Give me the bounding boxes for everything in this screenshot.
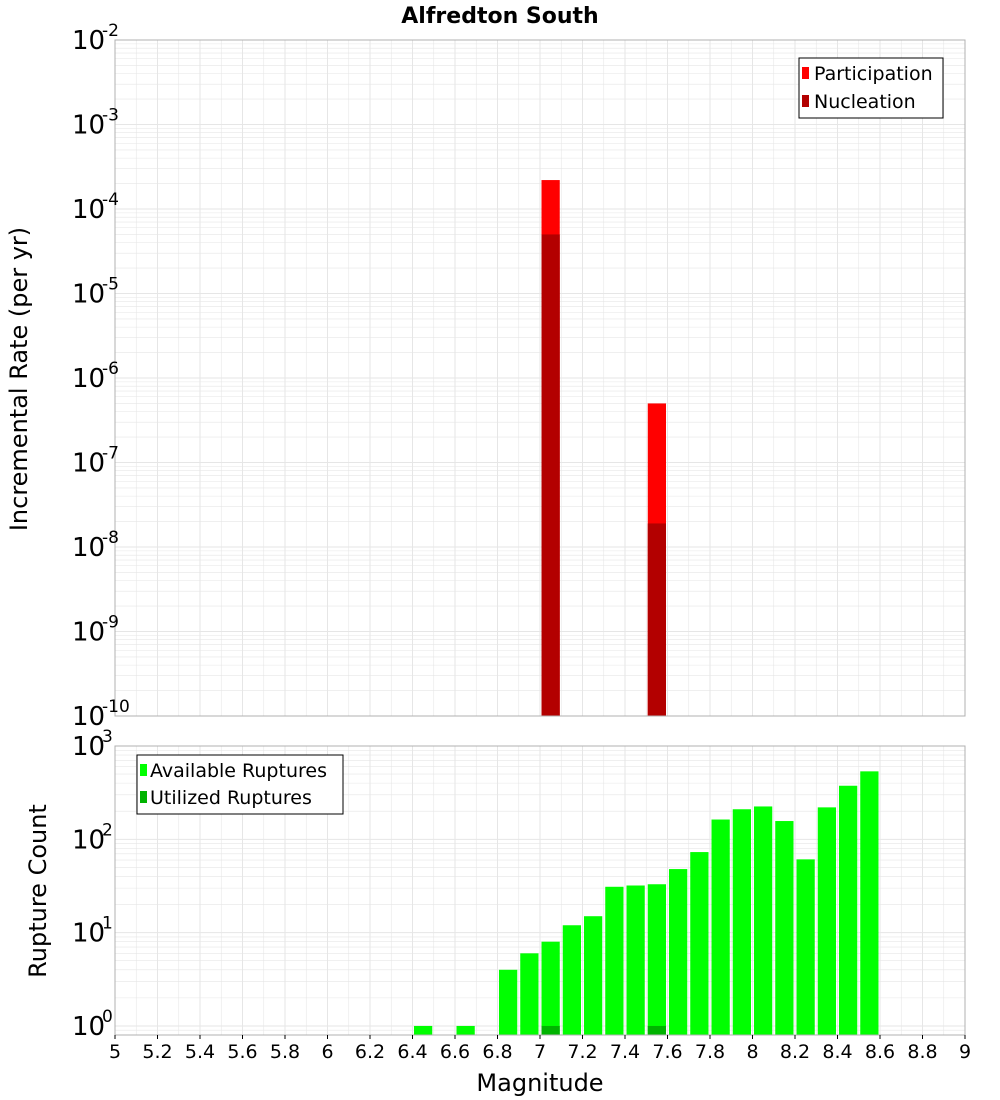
- y-tick-label: 10: [72, 533, 105, 563]
- x-tick-label: 7: [534, 1041, 546, 1063]
- bar-utilized: [647, 1025, 666, 1035]
- rate-plot-frame: [114, 39, 966, 717]
- bar-available: [605, 886, 624, 1035]
- rate-plot-legend: Participation Nucleation: [798, 57, 944, 119]
- legend-label-available: Available Ruptures: [150, 760, 327, 782]
- x-tick-label: 8: [746, 1041, 758, 1063]
- y-tick-exponent: -7: [102, 444, 119, 464]
- x-tick-label: 5.6: [227, 1041, 257, 1063]
- x-tick-label: 5: [109, 1041, 121, 1063]
- y-tick-exponent: -6: [102, 359, 119, 379]
- bar-available: [754, 806, 773, 1035]
- x-tick-label: 7.6: [652, 1041, 682, 1063]
- x-tick-label: 7.2: [567, 1041, 597, 1063]
- y-tick-label: 10: [72, 111, 105, 141]
- x-axis-ticks: 5 5.2 5.4 5.6 5.8 6 6.2 6.4 6.6 6.8 7 7.2 7.4 7.6 7.8 8…: [109, 1035, 971, 1063]
- x-tick-label: 6.4: [397, 1041, 427, 1063]
- y-tick-label: 10: [72, 26, 105, 56]
- x-tick-label: 5.4: [185, 1041, 215, 1063]
- rate-plot-y-axis-title: Incremental Rate (per yr): [5, 227, 33, 531]
- legend-label-utilized: Utilized Ruptures: [150, 787, 312, 809]
- x-tick-label: 8.2: [780, 1041, 810, 1063]
- x-tick-label: 5.2: [142, 1041, 172, 1063]
- x-tick-label: 6.2: [355, 1041, 385, 1063]
- y-tick-exponent: -9: [102, 613, 119, 633]
- legend-label-nucleation: Nucleation: [814, 91, 916, 113]
- count-plot-y-axis-title: Rupture Count: [24, 804, 52, 978]
- x-tick-label: 5.8: [270, 1041, 300, 1063]
- chart-title: Alfredton South: [401, 4, 598, 29]
- y-tick-label: 10: [72, 449, 105, 479]
- bar-available: [520, 953, 539, 1035]
- bar-available: [796, 859, 815, 1035]
- y-tick-exponent: -8: [102, 528, 119, 548]
- y-tick-exponent: -10: [102, 697, 130, 717]
- legend-swatch-utilized: [140, 791, 147, 803]
- x-axis-title: Magnitude: [476, 1069, 603, 1097]
- bar-nucleation: [541, 234, 560, 717]
- bar-available: [541, 941, 560, 1035]
- legend-swatch-participation: [802, 67, 809, 79]
- y-tick-exponent: 2: [102, 820, 113, 840]
- bar-available: [669, 869, 688, 1035]
- x-tick-label: 7.4: [610, 1041, 640, 1063]
- rate-plot-bars: [541, 180, 666, 717]
- x-tick-label: 6.6: [440, 1041, 470, 1063]
- y-tick-label: 10: [72, 825, 105, 855]
- bar-available: [732, 809, 751, 1035]
- count-plot-grid: [114, 745, 966, 1036]
- bar-nucleation: [647, 523, 666, 716]
- x-tick-label: 9: [959, 1041, 971, 1063]
- bar-available: [499, 969, 518, 1035]
- bar-available: [839, 785, 858, 1035]
- y-tick-exponent: 0: [102, 1007, 113, 1027]
- legend-swatch-nucleation: [802, 95, 809, 107]
- bar-available: [690, 852, 709, 1035]
- y-tick-label: 10: [72, 732, 105, 762]
- x-tick-label: 6.8: [482, 1041, 512, 1063]
- bar-available: [647, 884, 666, 1035]
- y-tick-exponent: 1: [102, 914, 113, 934]
- y-tick-exponent: 3: [102, 727, 113, 747]
- y-tick-label: 10: [72, 919, 105, 949]
- bar-available: [860, 771, 879, 1035]
- y-tick-exponent: -3: [102, 106, 119, 126]
- rate-plot-grid: [114, 39, 966, 717]
- y-tick-label: 10: [72, 702, 105, 732]
- bar-available: [817, 807, 836, 1035]
- y-tick-label: 10: [72, 280, 105, 310]
- bar-available: [711, 819, 730, 1035]
- legend-label-participation: Participation: [814, 63, 933, 85]
- y-tick-label: 10: [72, 364, 105, 394]
- bar-available: [626, 885, 645, 1035]
- y-tick-exponent: -2: [102, 21, 119, 41]
- x-tick-label: 8.6: [865, 1041, 895, 1063]
- legend-swatch-available: [140, 764, 147, 776]
- bar-available: [456, 1025, 475, 1035]
- y-tick-label: 10: [72, 1012, 105, 1042]
- y-tick-label: 10: [72, 195, 105, 225]
- count-plot-legend: Available Ruptures Utilized Ruptures: [136, 754, 344, 815]
- bar-available: [562, 925, 581, 1035]
- y-tick-label: 10: [72, 618, 105, 648]
- bar-utilized: [541, 1025, 560, 1035]
- x-tick-label: 6: [321, 1041, 333, 1063]
- x-tick-label: 8.4: [822, 1041, 852, 1063]
- count-legend-box: [136, 754, 344, 815]
- count-plot-bars: [414, 771, 879, 1035]
- y-tick-exponent: -4: [102, 190, 119, 210]
- bar-available: [414, 1025, 433, 1035]
- x-tick-label: 7.8: [695, 1041, 725, 1063]
- y-tick-exponent: -5: [102, 275, 119, 295]
- bar-available: [584, 916, 603, 1035]
- rate-legend-box: [798, 57, 944, 119]
- x-tick-label: 8.8: [907, 1041, 937, 1063]
- bar-available: [775, 821, 794, 1035]
